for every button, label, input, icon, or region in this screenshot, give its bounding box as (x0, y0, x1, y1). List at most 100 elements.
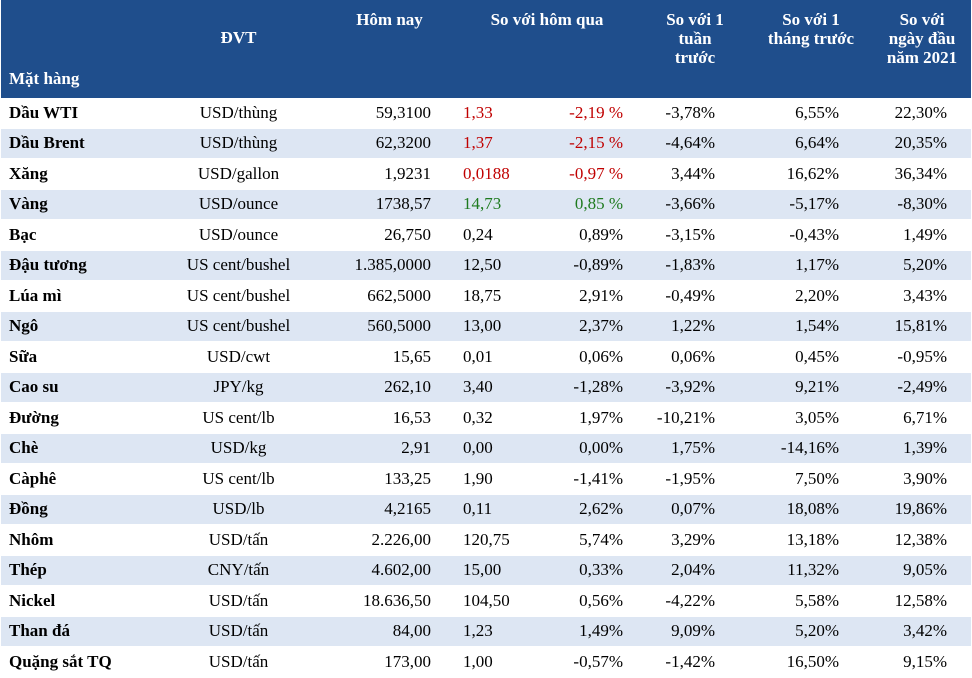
cell-vs-month: 2,20% (749, 280, 873, 312)
cell-vs-month: 5,58% (749, 585, 873, 617)
header-vs-yesterday: So với hôm qua (453, 0, 641, 98)
header-today: Hôm nay (326, 0, 453, 98)
table-row: Sữa USD/cwt 15,65 0,01 0,06% 0,06% 0,45% -0,95% (1, 341, 971, 373)
table-row: Dầu Brent USD/thùng 62,3200 1,37 -2,15 % -4,6… (1, 128, 971, 159)
cell-unit: USD/tấn (151, 585, 326, 617)
cell-change-pct: 2,37% (548, 311, 641, 342)
cell-today: 4,2165 (326, 494, 453, 525)
cell-unit: US cent/lb (151, 463, 326, 495)
cell-item: Nhôm (1, 524, 151, 556)
cell-item: Vàng (1, 189, 151, 220)
cell-change-pct: -0,97 % (548, 158, 641, 190)
cell-item: Xăng (1, 158, 151, 190)
header-vs-week: So với 1 tuần trước (641, 0, 749, 98)
table-row: Xăng USD/gallon 1,9231 0,0188 -0,97 % 3,44% 16… (1, 158, 971, 190)
cell-vs-year: 12,38% (873, 524, 971, 556)
cell-vs-month: 13,18% (749, 524, 873, 556)
cell-vs-week: -3,15% (641, 219, 749, 251)
header-item: Mặt hàng (1, 0, 151, 98)
table-row: Càphê US cent/lb 133,25 1,90 -1,41% -1,95% 7,5… (1, 463, 971, 495)
header-unit: ĐVT (151, 0, 326, 98)
cell-change-pct: -1,41% (548, 463, 641, 495)
cell-vs-year: 6,71% (873, 402, 971, 434)
cell-item: Đồng (1, 494, 151, 525)
cell-vs-year: 19,86% (873, 494, 971, 525)
cell-today: 1.385,0000 (326, 250, 453, 281)
cell-change: 1,23 (453, 616, 548, 647)
cell-today: 560,5000 (326, 311, 453, 342)
cell-vs-week: -4,64% (641, 128, 749, 159)
table-row: Quặng sắt TQ USD/tấn 173,00 1,00 -0,57% -1,42… (1, 646, 971, 678)
table-row: Dầu WTI USD/thùng 59,3100 1,33 -2,19 % -3,78%… (1, 98, 971, 129)
cell-item: Quặng sắt TQ (1, 646, 151, 678)
cell-vs-month: 9,21% (749, 372, 873, 403)
cell-item: Càphê (1, 463, 151, 495)
cell-vs-month: 0,45% (749, 341, 873, 373)
cell-vs-year: 15,81% (873, 311, 971, 342)
cell-item: Dầu Brent (1, 128, 151, 159)
table-row: Lúa mì US cent/bushel 662,5000 18,75 2,91% -0… (1, 280, 971, 312)
cell-vs-week: -10,21% (641, 402, 749, 434)
cell-vs-year: 12,58% (873, 585, 971, 617)
cell-change-pct: -2,19 % (548, 98, 641, 129)
table-row: Đồng USD/lb 4,2165 0,11 2,62% 0,07% 18,08% 19,8… (1, 494, 971, 525)
cell-vs-week: 1,75% (641, 433, 749, 464)
cell-change-pct: -1,28% (548, 372, 641, 403)
cell-today: 16,53 (326, 402, 453, 434)
cell-change: 12,50 (453, 250, 548, 281)
cell-vs-week: -3,92% (641, 372, 749, 403)
cell-unit: USD/tấn (151, 524, 326, 556)
cell-change: 3,40 (453, 372, 548, 403)
cell-today: 4.602,00 (326, 555, 453, 586)
cell-change-pct: -0,89% (548, 250, 641, 281)
cell-item: Nickel (1, 585, 151, 617)
cell-vs-week: -1,83% (641, 250, 749, 281)
cell-vs-week: -3,78% (641, 98, 749, 129)
cell-item: Thép (1, 555, 151, 586)
cell-unit: USD/ounce (151, 219, 326, 251)
cell-item: Than đá (1, 616, 151, 647)
cell-item: Đậu tương (1, 250, 151, 281)
cell-vs-month: 6,55% (749, 98, 873, 129)
cell-change-pct: 0,06% (548, 341, 641, 373)
cell-vs-week: -3,66% (641, 189, 749, 220)
cell-unit: USD/gallon (151, 158, 326, 190)
cell-vs-week: 9,09% (641, 616, 749, 647)
cell-change: 0,0188 (453, 158, 548, 190)
cell-vs-month: 5,20% (749, 616, 873, 647)
cell-item: Chè (1, 433, 151, 464)
cell-change: 1,33 (453, 98, 548, 129)
cell-change-pct: 0,56% (548, 585, 641, 617)
cell-item: Cao su (1, 372, 151, 403)
table-row: Đường US cent/lb 16,53 0,32 1,97% -10,21% 3,05… (1, 402, 971, 434)
table-row: Chè USD/kg 2,91 0,00 0,00% 1,75% -14,16% 1,39% (1, 433, 971, 464)
cell-item: Lúa mì (1, 280, 151, 312)
cell-vs-week: 2,04% (641, 555, 749, 586)
cell-today: 15,65 (326, 341, 453, 373)
table-row: Nhôm USD/tấn 2.226,00 120,75 5,74% 3,29% 13,18… (1, 524, 971, 556)
cell-change: 0,32 (453, 402, 548, 434)
cell-change-pct: 1,97% (548, 402, 641, 434)
cell-unit: USD/tấn (151, 646, 326, 678)
table-header: Mặt hàng ĐVT Hôm nay So với hôm qua So v… (1, 0, 971, 98)
cell-vs-year: 20,35% (873, 128, 971, 159)
cell-vs-year: 9,15% (873, 646, 971, 678)
cell-change-pct: -0,57% (548, 646, 641, 678)
cell-change-pct: 1,49% (548, 616, 641, 647)
cell-vs-week: 3,44% (641, 158, 749, 190)
cell-today: 26,750 (326, 219, 453, 251)
cell-change-pct: -2,15 % (548, 128, 641, 159)
cell-item: Sữa (1, 341, 151, 373)
cell-today: 18.636,50 (326, 585, 453, 617)
cell-today: 1,9231 (326, 158, 453, 190)
cell-vs-month: 16,50% (749, 646, 873, 678)
cell-unit: US cent/bushel (151, 280, 326, 312)
cell-change: 104,50 (453, 585, 548, 617)
cell-vs-month: -0,43% (749, 219, 873, 251)
cell-vs-month: 1,54% (749, 311, 873, 342)
cell-change-pct: 2,91% (548, 280, 641, 312)
cell-vs-week: -4,22% (641, 585, 749, 617)
cell-change: 15,00 (453, 555, 548, 586)
cell-unit: CNY/tấn (151, 555, 326, 586)
cell-vs-month: -5,17% (749, 189, 873, 220)
